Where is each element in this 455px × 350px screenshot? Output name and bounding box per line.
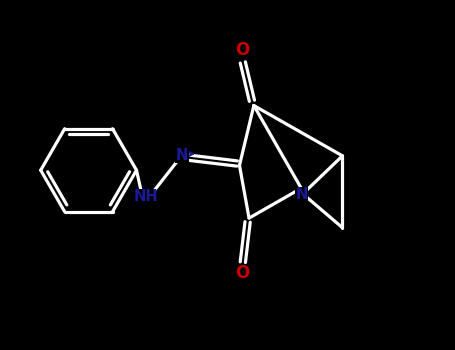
Text: N: N xyxy=(176,148,188,163)
Text: O: O xyxy=(235,41,249,60)
Bar xyxy=(235,45,248,58)
Bar xyxy=(175,149,189,162)
Bar xyxy=(295,188,308,201)
Text: N: N xyxy=(296,187,308,202)
Text: O: O xyxy=(235,264,249,282)
Bar xyxy=(235,266,248,279)
Text: NH: NH xyxy=(134,189,158,204)
Bar xyxy=(136,189,156,204)
